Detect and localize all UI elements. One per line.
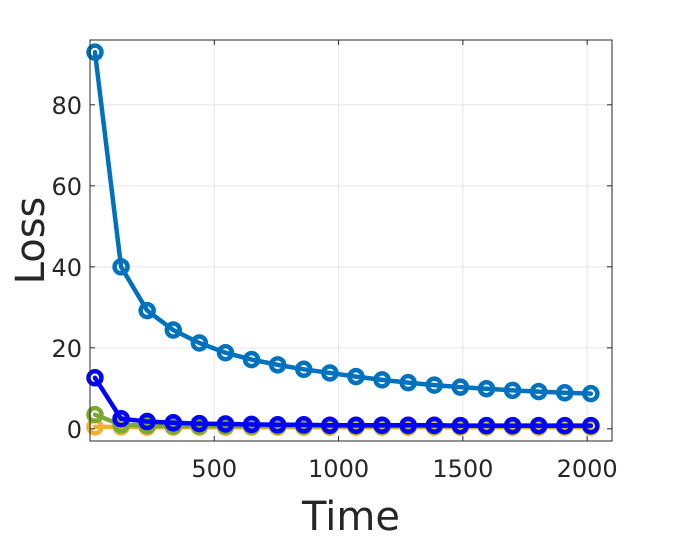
data-point — [347, 416, 365, 434]
y-tick-label: 40 — [51, 254, 82, 282]
data-point — [477, 379, 496, 398]
data-point — [112, 258, 130, 276]
data-point — [268, 416, 287, 434]
data-point — [321, 364, 339, 382]
data-point — [529, 382, 548, 401]
data-point — [216, 415, 235, 433]
x-tick-label: 500 — [191, 455, 237, 483]
y-tick-label: 0 — [67, 416, 82, 444]
data-point — [164, 414, 183, 432]
series-layer — [86, 43, 600, 436]
data-point — [425, 416, 444, 434]
data-point — [373, 416, 391, 434]
data-point — [138, 412, 156, 431]
y-tick-label: 80 — [51, 92, 82, 120]
data-point — [399, 373, 417, 392]
y-tick-label: 20 — [51, 335, 82, 363]
data-point — [529, 416, 548, 435]
data-point — [503, 416, 522, 435]
data-point — [399, 416, 417, 434]
data-point — [295, 360, 313, 379]
series-line — [92, 49, 594, 396]
data-point — [556, 384, 574, 402]
data-point — [216, 343, 235, 362]
data-point — [138, 301, 156, 320]
data-point — [582, 416, 600, 435]
x-tick-label: 1000 — [308, 455, 369, 483]
data-point — [112, 409, 130, 428]
data-point — [242, 350, 261, 369]
y-axis-label: Loss — [8, 197, 54, 285]
y-tick-label: 60 — [51, 173, 82, 201]
data-point — [451, 416, 470, 435]
data-point — [86, 405, 104, 424]
data-point — [190, 334, 209, 352]
data-point — [556, 416, 574, 435]
data-point — [503, 381, 522, 400]
data-point — [86, 43, 104, 61]
x-tick-label: 2000 — [557, 455, 618, 483]
x-tick-label: 1500 — [432, 455, 493, 483]
ticks: 500 1000 1500 2000 0 20 40 60 80 — [51, 40, 618, 483]
data-point — [321, 416, 339, 434]
data-point — [190, 414, 209, 433]
data-point — [477, 416, 496, 435]
data-point — [242, 415, 261, 434]
data-point — [295, 416, 313, 434]
data-point — [164, 321, 183, 339]
data-point — [86, 369, 104, 387]
data-point — [347, 367, 365, 386]
data-point — [373, 371, 391, 389]
data-point — [268, 356, 287, 374]
x-axis-label: Time — [301, 494, 400, 540]
series-2 — [86, 43, 600, 403]
data-point — [451, 378, 470, 396]
data-point — [582, 384, 600, 403]
data-point — [425, 376, 444, 394]
plot-frame — [89, 39, 613, 442]
series-3 — [86, 369, 600, 435]
